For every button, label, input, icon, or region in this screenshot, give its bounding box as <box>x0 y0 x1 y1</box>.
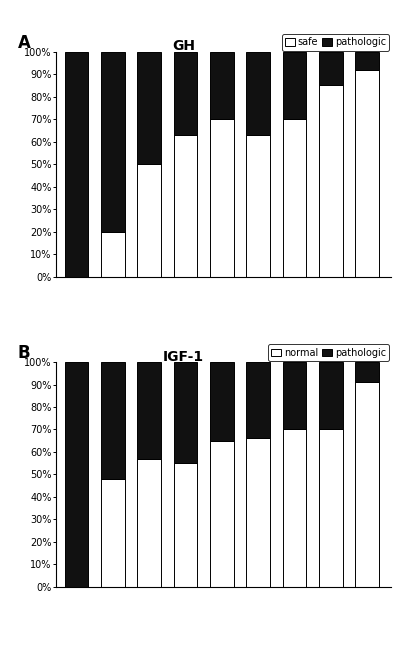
Bar <box>64 52 88 277</box>
Bar <box>137 362 161 459</box>
Bar <box>174 463 197 587</box>
Text: IGF-1: IGF-1 <box>163 350 204 364</box>
Bar <box>319 52 343 85</box>
Bar <box>246 439 270 587</box>
Bar <box>355 70 379 277</box>
Bar <box>137 459 161 587</box>
Bar <box>283 362 306 430</box>
Text: A: A <box>18 34 31 52</box>
Legend: normal, pathologic: normal, pathologic <box>268 344 389 361</box>
Bar <box>101 52 125 232</box>
Bar <box>174 52 197 135</box>
Bar <box>101 362 125 479</box>
Bar <box>101 479 125 587</box>
Text: B: B <box>18 344 31 362</box>
Bar <box>101 232 125 277</box>
Bar <box>283 119 306 277</box>
Bar <box>174 362 197 463</box>
Bar <box>137 164 161 277</box>
Bar <box>210 119 234 277</box>
Bar <box>355 362 379 382</box>
Bar <box>283 52 306 119</box>
Text: GH: GH <box>172 39 195 54</box>
Bar <box>319 430 343 587</box>
Bar <box>210 362 234 441</box>
Bar <box>319 85 343 277</box>
Bar <box>246 362 270 439</box>
Bar <box>64 362 88 587</box>
Bar <box>355 52 379 70</box>
Legend: safe, pathologic: safe, pathologic <box>282 34 389 51</box>
Bar <box>210 441 234 587</box>
Bar <box>283 430 306 587</box>
Bar <box>246 52 270 135</box>
Bar <box>174 135 197 277</box>
Bar <box>246 135 270 277</box>
Bar <box>355 382 379 587</box>
Bar <box>319 362 343 430</box>
Bar <box>210 52 234 119</box>
Bar <box>137 52 161 164</box>
